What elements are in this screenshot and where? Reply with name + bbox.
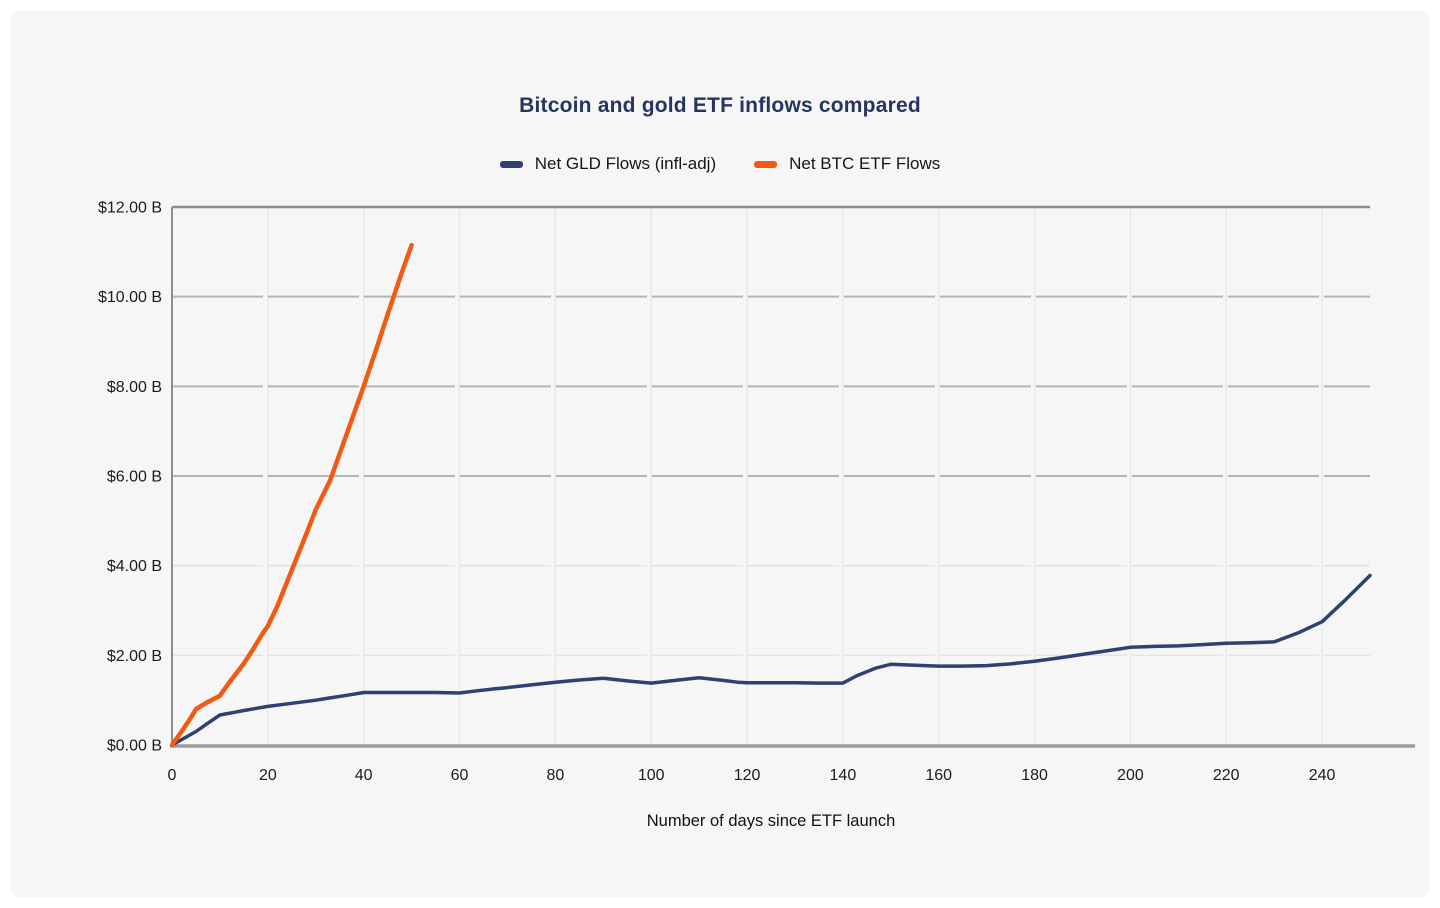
chart-title: Bitcoin and gold ETF inflows compared (519, 94, 921, 117)
y-tick-label: $0.00 B (107, 738, 162, 755)
y-tick-label: $8.00 B (107, 379, 162, 396)
y-tick-label: $4.00 B (107, 558, 162, 575)
x-tick-label: 180 (1021, 767, 1048, 784)
legend-label-gld: Net GLD Flows (infl-adj) (534, 154, 717, 173)
chart-panel: Bitcoin and gold ETF inflows compared Ne… (10, 10, 1430, 897)
x-tick-label: 140 (830, 767, 857, 784)
x-tick-label: 80 (546, 767, 564, 784)
y-tick-label: $6.00 B (107, 469, 162, 486)
series-line-net-btc-etf-flows (169, 242, 414, 748)
series-line-net-gld-flows-infl-adj (170, 573, 1372, 747)
legend-item-gld: Net GLD Flows (infl-adj) (499, 154, 717, 174)
y-tick-label: $10.00 B (98, 289, 162, 306)
chart-legend: Net GLD Flows (infl-adj) Net BTC ETF Flo… (10, 154, 1430, 174)
y-tick-label: $2.00 B (107, 648, 162, 665)
legend-item-btc: Net BTC ETF Flows (754, 154, 940, 174)
x-tick-label: 120 (734, 767, 761, 784)
x-tick-label: 20 (259, 767, 277, 784)
legend-swatch-gld (499, 160, 523, 168)
x-tick-label: 160 (925, 767, 952, 784)
x-tick-label: 0 (168, 767, 177, 784)
x-tick-label: 100 (638, 767, 665, 784)
x-tick-label: 60 (451, 767, 469, 784)
legend-label-btc: Net BTC ETF Flows (789, 154, 941, 173)
legend-swatch-btc (754, 160, 778, 168)
x-tick-label: 200 (1117, 767, 1144, 784)
y-tick-label: $12.00 B (98, 200, 162, 217)
x-tick-label: 40 (355, 767, 373, 784)
x-axis-title: Number of days since ETF launch (646, 812, 896, 830)
x-tick-label: 220 (1213, 767, 1240, 784)
x-tick-label: 240 (1309, 767, 1336, 784)
